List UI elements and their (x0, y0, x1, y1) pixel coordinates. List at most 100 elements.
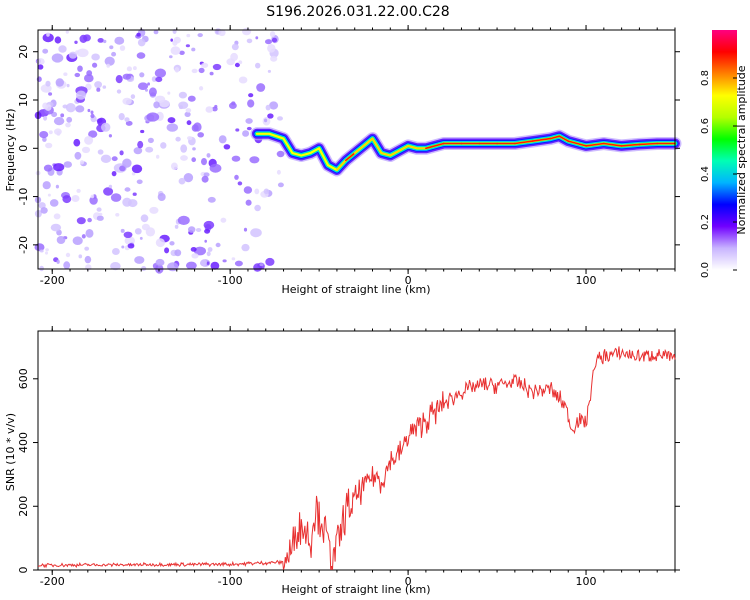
noise-speckle (136, 52, 146, 59)
noise-speckle (160, 142, 167, 149)
noise-speckle (164, 247, 170, 254)
noise-speckle (137, 82, 149, 90)
noise-speckle (269, 101, 279, 110)
noise-speckle (134, 256, 145, 264)
noise-speckle (115, 213, 120, 217)
noise-speckle (124, 117, 130, 122)
noise-speckle (111, 156, 118, 162)
noise-speckle (81, 234, 86, 239)
noise-speckle (174, 224, 179, 229)
noise-speckle (76, 188, 81, 193)
snr-series-line (37, 346, 676, 571)
noise-speckle (148, 87, 157, 97)
noise-speckle (40, 207, 48, 214)
figure-title: S196.2026.031.22.00.C28 (266, 4, 449, 20)
spectrogram-ytick-label: -10 (17, 188, 30, 206)
noise-speckle (155, 238, 165, 248)
noise-speckle (98, 212, 103, 216)
noise-speckle (78, 254, 83, 259)
noise-speckle (191, 47, 196, 52)
noise-speckle (65, 30, 69, 34)
noise-speckle (40, 84, 52, 93)
noise-speckle (139, 72, 145, 78)
noise-speckle (229, 102, 237, 109)
noise-speckle (112, 248, 120, 255)
noise-speckle (194, 246, 206, 256)
noise-speckle (90, 113, 95, 119)
noise-speckle (174, 67, 180, 73)
noise-speckle (276, 150, 285, 158)
noise-speckle (55, 78, 64, 87)
spectrogram-xlabel: Height of straight line (km) (281, 283, 430, 296)
noise-speckle (186, 120, 192, 126)
noise-speckle (75, 50, 79, 54)
noise-speckle (195, 228, 202, 232)
noise-speckle (264, 118, 268, 123)
snr-panel: -200 -100 0 100 0 200 400 600 Height of straigh… (4, 326, 680, 596)
noise-speckle (79, 34, 88, 44)
noise-speckle (63, 161, 72, 168)
doppler-ridge-core (362, 137, 374, 147)
noise-speckle (119, 45, 126, 51)
noise-speckle (206, 251, 211, 257)
noise-speckle (76, 217, 86, 225)
noise-speckle (206, 153, 211, 158)
noise-speckle (238, 76, 248, 84)
noise-speckle (48, 130, 53, 135)
noise-speckle (131, 164, 143, 174)
noise-speckle (140, 214, 149, 223)
spectrogram-ytick-label: 0 (17, 145, 30, 152)
noise-speckle (38, 202, 46, 209)
noise-speckle (87, 108, 91, 113)
noise-speckle (277, 182, 284, 188)
noise-speckle (243, 227, 248, 232)
doppler-ridge-core (514, 140, 534, 145)
noise-speckle (149, 206, 159, 214)
noise-speckle (147, 82, 151, 86)
noise-speckle (56, 236, 66, 244)
noise-speckle (63, 261, 71, 270)
noise-speckle (48, 92, 53, 96)
spectrogram-xtick-label: -100 (218, 274, 243, 287)
noise-speckle (133, 147, 143, 155)
noise-speckle (53, 213, 61, 220)
noise-speckle (191, 157, 196, 163)
noise-speckle (74, 151, 82, 160)
noise-speckle (263, 188, 270, 195)
noise-speckle (198, 67, 205, 74)
noise-speckle (62, 195, 72, 204)
noise-speckle (96, 87, 101, 92)
noise-speckle (58, 45, 67, 53)
doppler-ridge-layer (250, 127, 682, 177)
noise-speckle (276, 169, 281, 175)
noise-speckle (137, 38, 146, 47)
snr-xtick-label: 0 (405, 575, 412, 588)
noise-speckle (42, 137, 47, 142)
noise-speckle (54, 36, 62, 44)
noise-speckle (265, 104, 271, 111)
noise-speckle (94, 81, 102, 89)
noise-speckle (153, 29, 159, 35)
noise-speckle (267, 44, 276, 53)
doppler-ridge-core (407, 145, 418, 150)
noise-speckle (207, 247, 213, 252)
noise-speckle (120, 228, 125, 233)
noise-speckle (212, 63, 222, 71)
noise-speckle (141, 223, 150, 231)
noise-speckle (215, 242, 221, 248)
noise-speckle (45, 251, 48, 255)
noise-speckle (270, 55, 278, 62)
noise-speckle (186, 33, 191, 38)
noise-speckle (122, 158, 132, 168)
spectrogram-xtick-label: 0 (405, 274, 412, 287)
noise-speckle (170, 46, 181, 55)
noise-speckle (235, 128, 240, 132)
snr-ytick-label: 400 (17, 432, 30, 453)
noise-speckle (136, 179, 143, 185)
noise-speckle (204, 239, 207, 243)
noise-speckle (178, 177, 186, 185)
noise-speckle (234, 260, 243, 267)
noise-speckle (51, 53, 64, 63)
